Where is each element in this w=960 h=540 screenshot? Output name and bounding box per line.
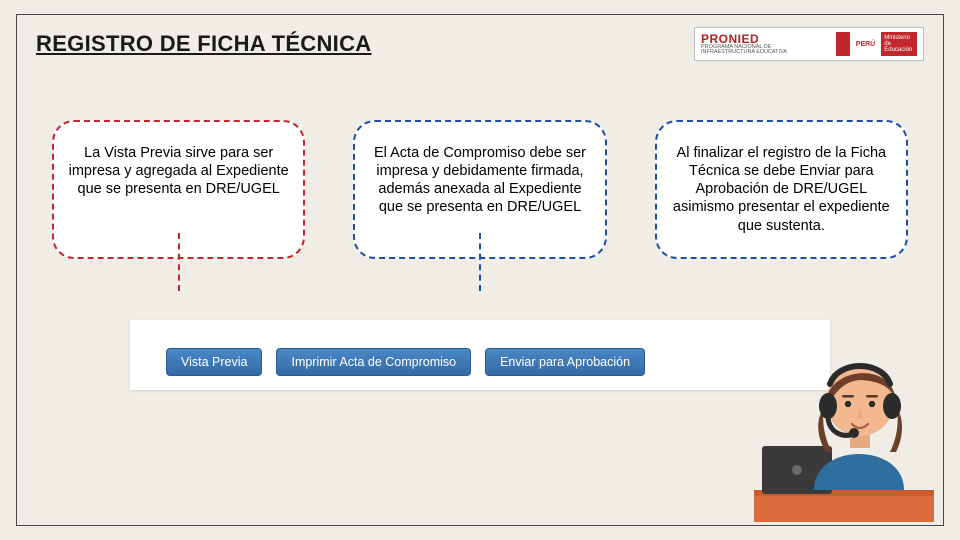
- vista-previa-button[interactable]: Vista Previa: [166, 348, 262, 376]
- bubble-vista-previa: La Vista Previa sirve para ser impresa y…: [52, 120, 305, 259]
- logo-main: PRONIED PROGRAMA NACIONAL DE INFRAESTRUC…: [701, 33, 824, 56]
- toolbar-panel: Vista Previa Imprimir Acta de Compromiso…: [130, 320, 830, 390]
- page-title: REGISTRO DE FICHA TÉCNICA: [36, 31, 371, 57]
- bubble-acta-compromiso: El Acta de Compromiso debe ser impresa y…: [353, 120, 606, 259]
- imprimir-acta-button[interactable]: Imprimir Acta de Compromiso: [276, 348, 471, 376]
- bubble-enviar-aprobacion: Al finalizar el registro de la Ficha Téc…: [655, 120, 908, 259]
- gov-label: Ministerio de Educación: [881, 35, 917, 54]
- logo-name: PRONIED: [701, 33, 824, 45]
- enviar-aprobacion-button[interactable]: Enviar para Aprobación: [485, 348, 645, 376]
- toolbar-row: Vista Previa Imprimir Acta de Compromiso…: [166, 348, 645, 376]
- info-bubbles-row: La Vista Previa sirve para ser impresa y…: [52, 120, 908, 259]
- logo-box: PRONIED PROGRAMA NACIONAL DE INFRAESTRUC…: [694, 27, 924, 61]
- bubble-text: El Acta de Compromiso debe ser impresa y…: [374, 145, 586, 215]
- logo-subtitle: PROGRAMA NACIONAL DE INFRAESTRUCTURA EDU…: [701, 45, 824, 56]
- support-agent-illustration: [754, 322, 934, 522]
- gov-badge: Ministerio de Educación: [881, 32, 917, 56]
- peru-flag-icon: [836, 32, 850, 56]
- bubble-text: Al finalizar el registro de la Ficha Téc…: [673, 145, 890, 234]
- peru-label: PERÚ: [856, 41, 875, 48]
- header: REGISTRO DE FICHA TÉCNICA PRONIED PROGRA…: [36, 22, 924, 66]
- bubble-tail: [178, 233, 180, 291]
- bubble-text: La Vista Previa sirve para ser impresa y…: [69, 145, 289, 197]
- bubble-tail: [479, 233, 481, 291]
